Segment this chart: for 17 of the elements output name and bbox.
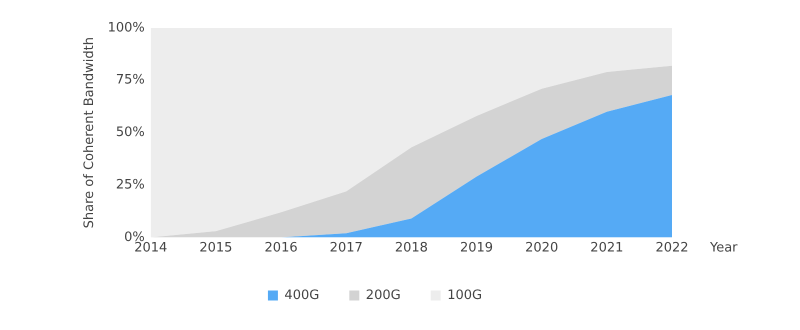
y-axis-title: Share of Coherent Bandwidth	[82, 37, 98, 228]
y-tick-label: 25%	[116, 177, 145, 192]
y-tick-label: 100%	[108, 20, 145, 36]
legend-label: 400G	[284, 288, 320, 303]
x-tick-label: 2021	[590, 240, 624, 256]
y-tick-label: 50%	[116, 125, 145, 140]
x-tick-label: 2022	[655, 240, 689, 256]
x-tick-label: 2015	[199, 240, 232, 256]
x-tick-label: 2016	[264, 240, 298, 256]
x-tick-label: 2019	[460, 240, 494, 256]
y-tick-label: 75%	[116, 72, 145, 88]
x-axis-title: Year	[709, 240, 738, 256]
x-tick-label: 2017	[330, 240, 363, 256]
x-tick-label: 2020	[525, 240, 558, 256]
legend-label: 200G	[366, 288, 401, 303]
x-tick-label: 2018	[394, 240, 428, 256]
legend-label: 100G	[447, 288, 482, 303]
